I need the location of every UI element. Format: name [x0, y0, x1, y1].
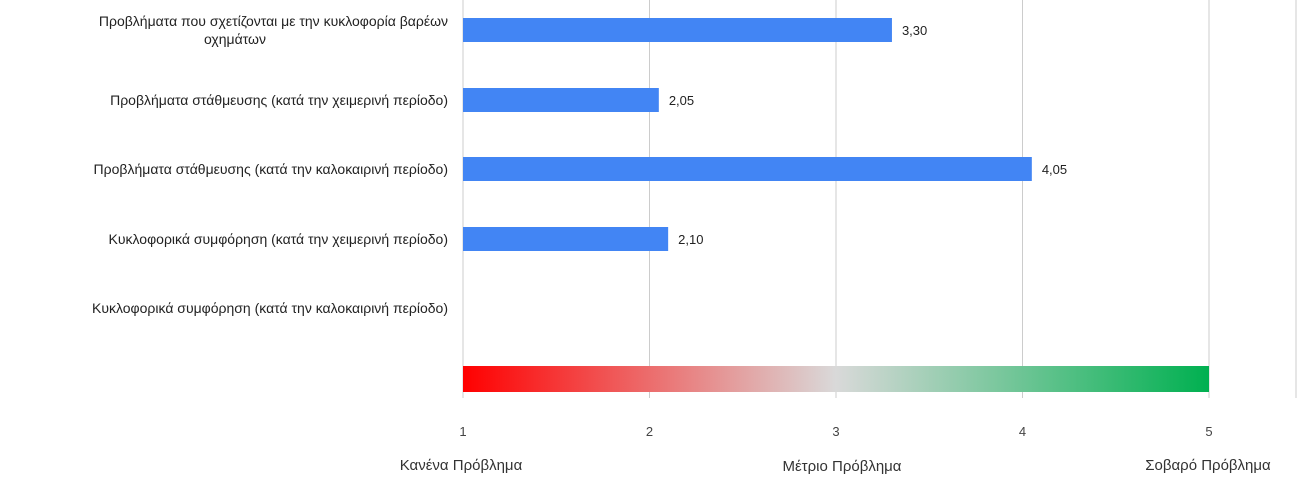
scale-label: Κανένα Πρόβλημα — [400, 457, 523, 474]
data-label: 2,05 — [669, 93, 694, 108]
data-label: 4,05 — [1042, 162, 1067, 177]
category-label: Προβλήματα στάθμευσης (κατά την καλοκαιρ… — [94, 161, 448, 177]
tick-label: 4 — [1019, 424, 1026, 439]
bar — [463, 18, 892, 42]
bar — [463, 88, 659, 112]
category-label: Κυκλοφορικά συμφόρηση (κατά την χειμεριν… — [109, 231, 448, 247]
severity-scale-labels: Κανένα Πρόβλημα Μέτριο Πρόβλημα Σοβαρό Πρό… — [400, 457, 1271, 475]
category-label: Κυκλοφορικά συμφόρηση (κατά την καλοκαιρ… — [92, 300, 448, 316]
category-label: Προβλήματα που σχετίζονται με την κυκλοφ… — [99, 13, 448, 29]
tick-label: 5 — [1205, 424, 1212, 439]
bars: 3,30 2,05 4,05 2,10 — [463, 18, 1067, 251]
category-label: οχημάτων — [204, 31, 266, 47]
grid-lines — [462, 0, 1297, 398]
scale-label: Σοβαρό Πρόβλημα — [1145, 457, 1271, 474]
scale-label: Μέτριο Πρόβλημα — [783, 458, 902, 475]
tick-label: 2 — [646, 424, 653, 439]
bar — [463, 157, 1032, 181]
severity-gradient-bar — [463, 366, 1209, 392]
tick-label: 3 — [832, 424, 839, 439]
category-labels: Προβλήματα που σχετίζονται με την κυκλοφ… — [92, 13, 448, 316]
x-axis-ticks: 1 2 3 4 5 — [459, 424, 1212, 439]
data-label: 2,10 — [678, 232, 703, 247]
data-label: 3,30 — [902, 23, 927, 38]
bar — [463, 227, 669, 251]
tick-label: 1 — [459, 424, 466, 439]
category-label: Προβλήματα στάθμευσης (κατά την χειμεριν… — [110, 92, 448, 108]
